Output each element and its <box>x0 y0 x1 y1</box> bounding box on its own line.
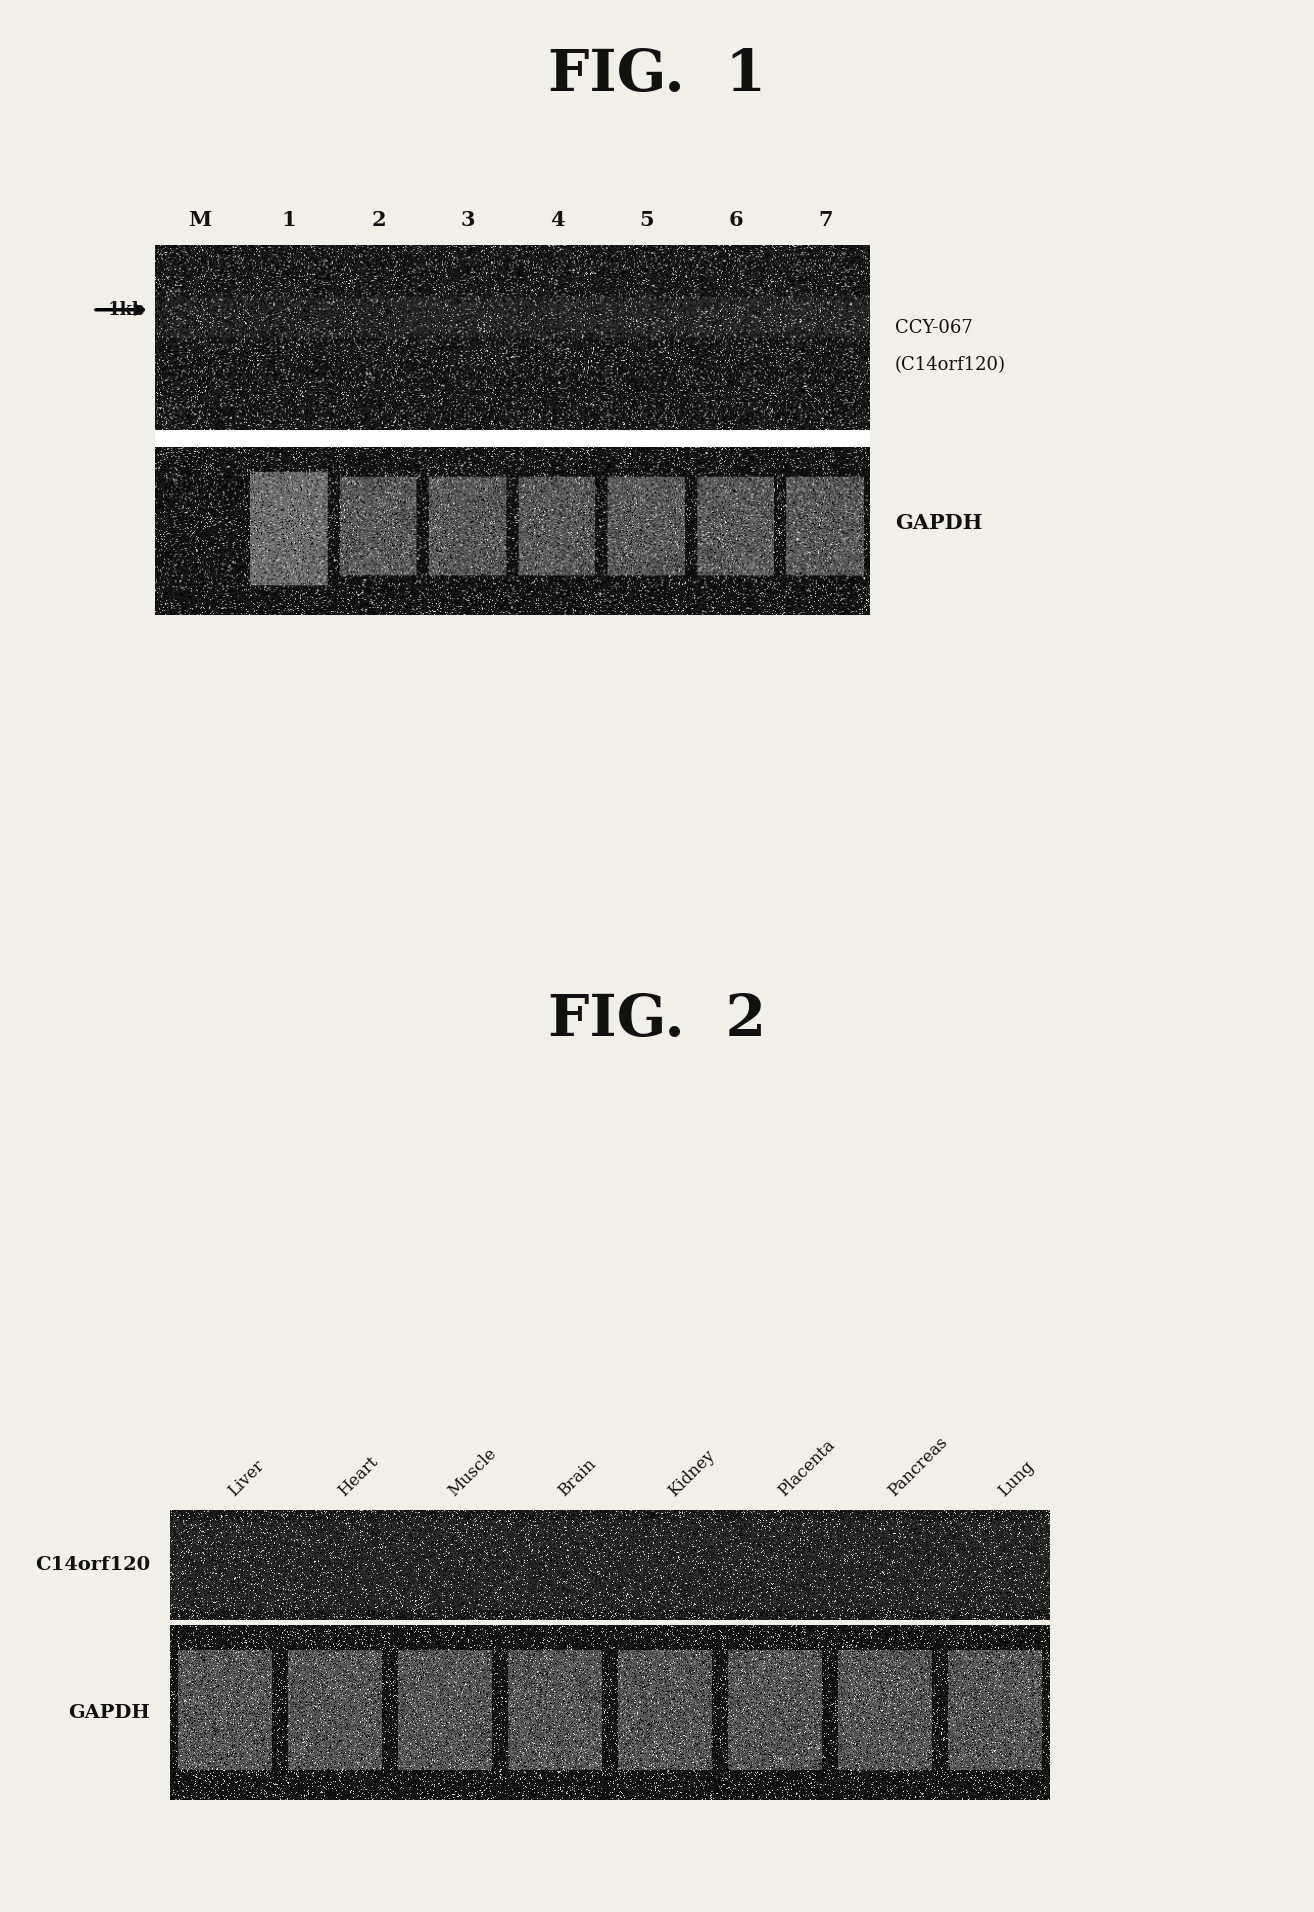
Text: Pancreas: Pancreas <box>886 1434 951 1501</box>
Text: GAPDH: GAPDH <box>895 512 983 533</box>
Text: (C14orf120): (C14orf120) <box>895 356 1007 375</box>
Text: Lung: Lung <box>995 1457 1037 1501</box>
Text: CCY-067: CCY-067 <box>895 319 972 337</box>
Text: GAPDH: GAPDH <box>68 1704 150 1721</box>
Text: 3: 3 <box>461 210 476 229</box>
Text: C14orf120: C14orf120 <box>35 1556 150 1574</box>
Text: 1kb: 1kb <box>108 300 145 319</box>
Text: 7: 7 <box>819 210 833 229</box>
Text: 2: 2 <box>371 210 386 229</box>
Text: Muscle: Muscle <box>445 1445 501 1501</box>
Text: 1: 1 <box>281 210 297 229</box>
Text: FIG.  2: FIG. 2 <box>548 992 766 1048</box>
Text: M: M <box>188 210 212 229</box>
Text: Placenta: Placenta <box>775 1436 838 1501</box>
Text: Heart: Heart <box>335 1453 381 1501</box>
Text: 6: 6 <box>729 210 744 229</box>
Text: FIG.  1: FIG. 1 <box>548 48 766 103</box>
Text: Brain: Brain <box>555 1455 599 1501</box>
Text: Liver: Liver <box>225 1457 268 1501</box>
Text: 5: 5 <box>639 210 654 229</box>
Text: Kidney: Kidney <box>665 1447 719 1501</box>
Text: 4: 4 <box>549 210 565 229</box>
